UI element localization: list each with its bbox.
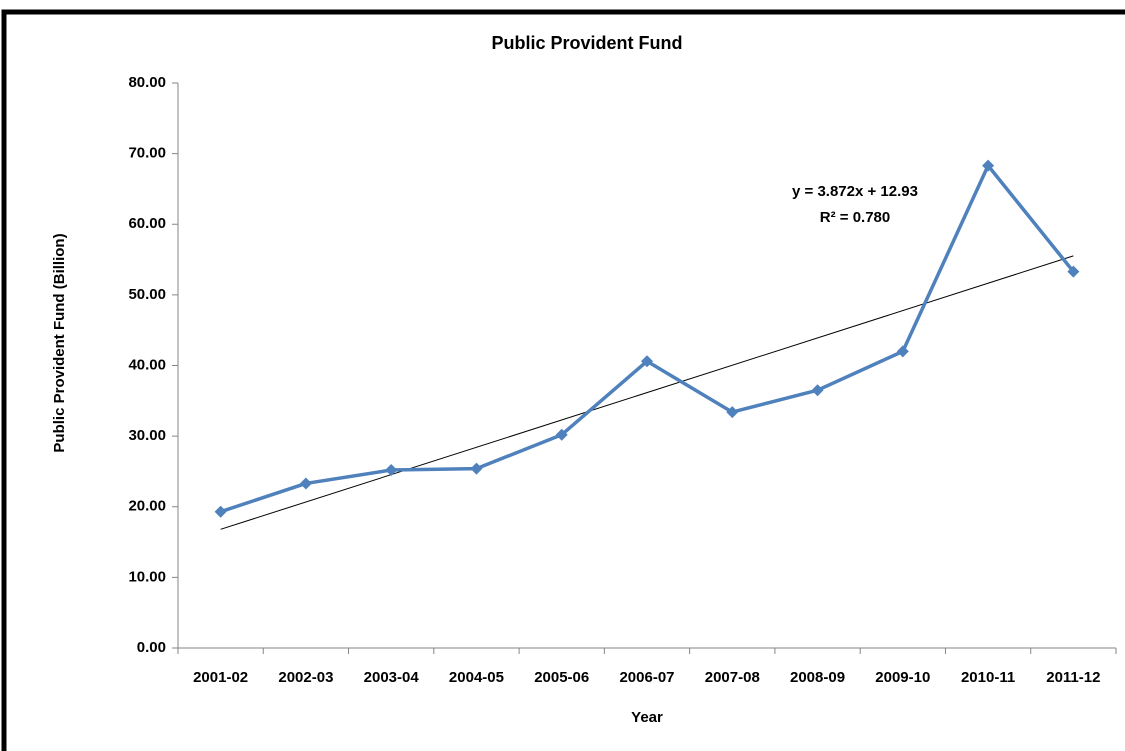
data-point	[896, 345, 909, 358]
data-point	[470, 462, 483, 475]
y-tick-label: 20.00	[128, 498, 166, 515]
y-tick-label: 60.00	[128, 215, 166, 232]
data-point	[811, 384, 824, 397]
y-tick-label: 50.00	[128, 286, 166, 303]
data-point	[214, 505, 227, 518]
y-tick-label: 80.00	[128, 74, 166, 91]
chart-frame	[1, 9, 1125, 751]
data-point	[982, 159, 995, 172]
chart-title: Public Provident Fund	[491, 33, 682, 53]
y-axis-label: Public Provident Fund (Billion)	[51, 233, 68, 452]
data-point	[641, 355, 653, 368]
y-tick-label: 0.00	[137, 639, 166, 656]
x-tick-label: 2005-06	[534, 669, 589, 686]
x-tick-label: 2006-07	[619, 669, 674, 686]
x-tick-label: 2009-10	[875, 669, 930, 686]
x-tick-label: 2004-05	[449, 669, 504, 686]
trendline-r-squared: R² = 0.780	[820, 209, 890, 226]
data-point	[555, 428, 568, 441]
data-point	[726, 406, 739, 419]
x-axis-label: Year	[631, 709, 663, 726]
y-tick-label: 40.00	[128, 356, 166, 373]
x-tick-label: 2010-11	[961, 669, 1015, 686]
y-tick-label: 30.00	[128, 427, 166, 444]
data-point	[385, 464, 398, 477]
x-tick-label: 2003-04	[364, 669, 420, 686]
data-point	[1067, 265, 1080, 278]
x-tick-label: 2002-03	[278, 669, 333, 686]
data-point	[299, 477, 312, 490]
x-tick-label: 2011-12	[1046, 669, 1100, 686]
trendline-equation: y = 3.872x + 12.93	[792, 183, 918, 200]
x-tick-label: 2008-09	[790, 669, 845, 686]
y-tick-label: 10.00	[128, 568, 166, 585]
y-tick-label: 70.00	[128, 145, 166, 162]
trendline	[220, 255, 1074, 530]
x-tick-label: 2007-08	[705, 669, 760, 686]
x-tick-label: 2001-02	[193, 669, 248, 686]
